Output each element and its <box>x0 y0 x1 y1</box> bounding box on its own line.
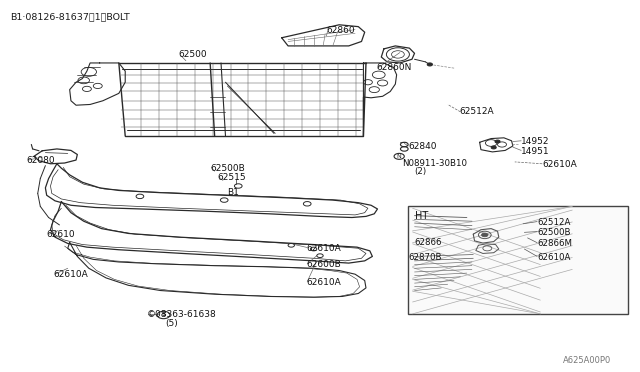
Text: 62610A: 62610A <box>537 253 570 262</box>
Text: B1: B1 <box>227 188 239 197</box>
Text: (2): (2) <box>415 167 427 176</box>
Text: S: S <box>161 312 166 317</box>
Text: 62860N: 62860N <box>376 63 412 72</box>
Text: 62610A: 62610A <box>306 278 340 287</box>
Text: 62080: 62080 <box>26 156 55 165</box>
Text: N: N <box>397 154 401 159</box>
Text: A625A00P0: A625A00P0 <box>563 356 611 365</box>
Text: 62512A: 62512A <box>460 108 494 116</box>
Circle shape <box>428 63 433 66</box>
Text: 62610A: 62610A <box>306 244 340 253</box>
Text: N08911-30B10: N08911-30B10 <box>402 158 467 167</box>
Text: (5): (5) <box>166 320 178 328</box>
Text: 62610A: 62610A <box>542 160 577 169</box>
Text: ©08363-61638: ©08363-61638 <box>147 311 216 320</box>
Text: 62515: 62515 <box>218 173 246 182</box>
Text: 62512A: 62512A <box>537 218 570 227</box>
Text: 62866M: 62866M <box>537 239 572 248</box>
Circle shape <box>495 140 500 143</box>
Text: 62500: 62500 <box>178 50 207 59</box>
Text: 62840: 62840 <box>408 142 436 151</box>
Circle shape <box>481 233 488 237</box>
Text: 14951: 14951 <box>521 147 550 155</box>
Text: 62500B: 62500B <box>537 228 571 237</box>
Circle shape <box>491 146 496 149</box>
Text: HT: HT <box>415 211 428 221</box>
Text: 62500B: 62500B <box>210 164 245 173</box>
Text: 62610: 62610 <box>47 230 76 240</box>
Text: B1·08126-81637〈1〉BOLT: B1·08126-81637〈1〉BOLT <box>10 13 130 22</box>
Text: 62870B: 62870B <box>408 253 442 262</box>
Bar <box>408 206 628 314</box>
Text: 62866: 62866 <box>415 238 442 247</box>
Text: 62600B: 62600B <box>306 260 340 269</box>
Text: 62610A: 62610A <box>53 270 88 279</box>
Text: 14952: 14952 <box>521 137 550 146</box>
Text: 62860: 62860 <box>326 26 355 35</box>
